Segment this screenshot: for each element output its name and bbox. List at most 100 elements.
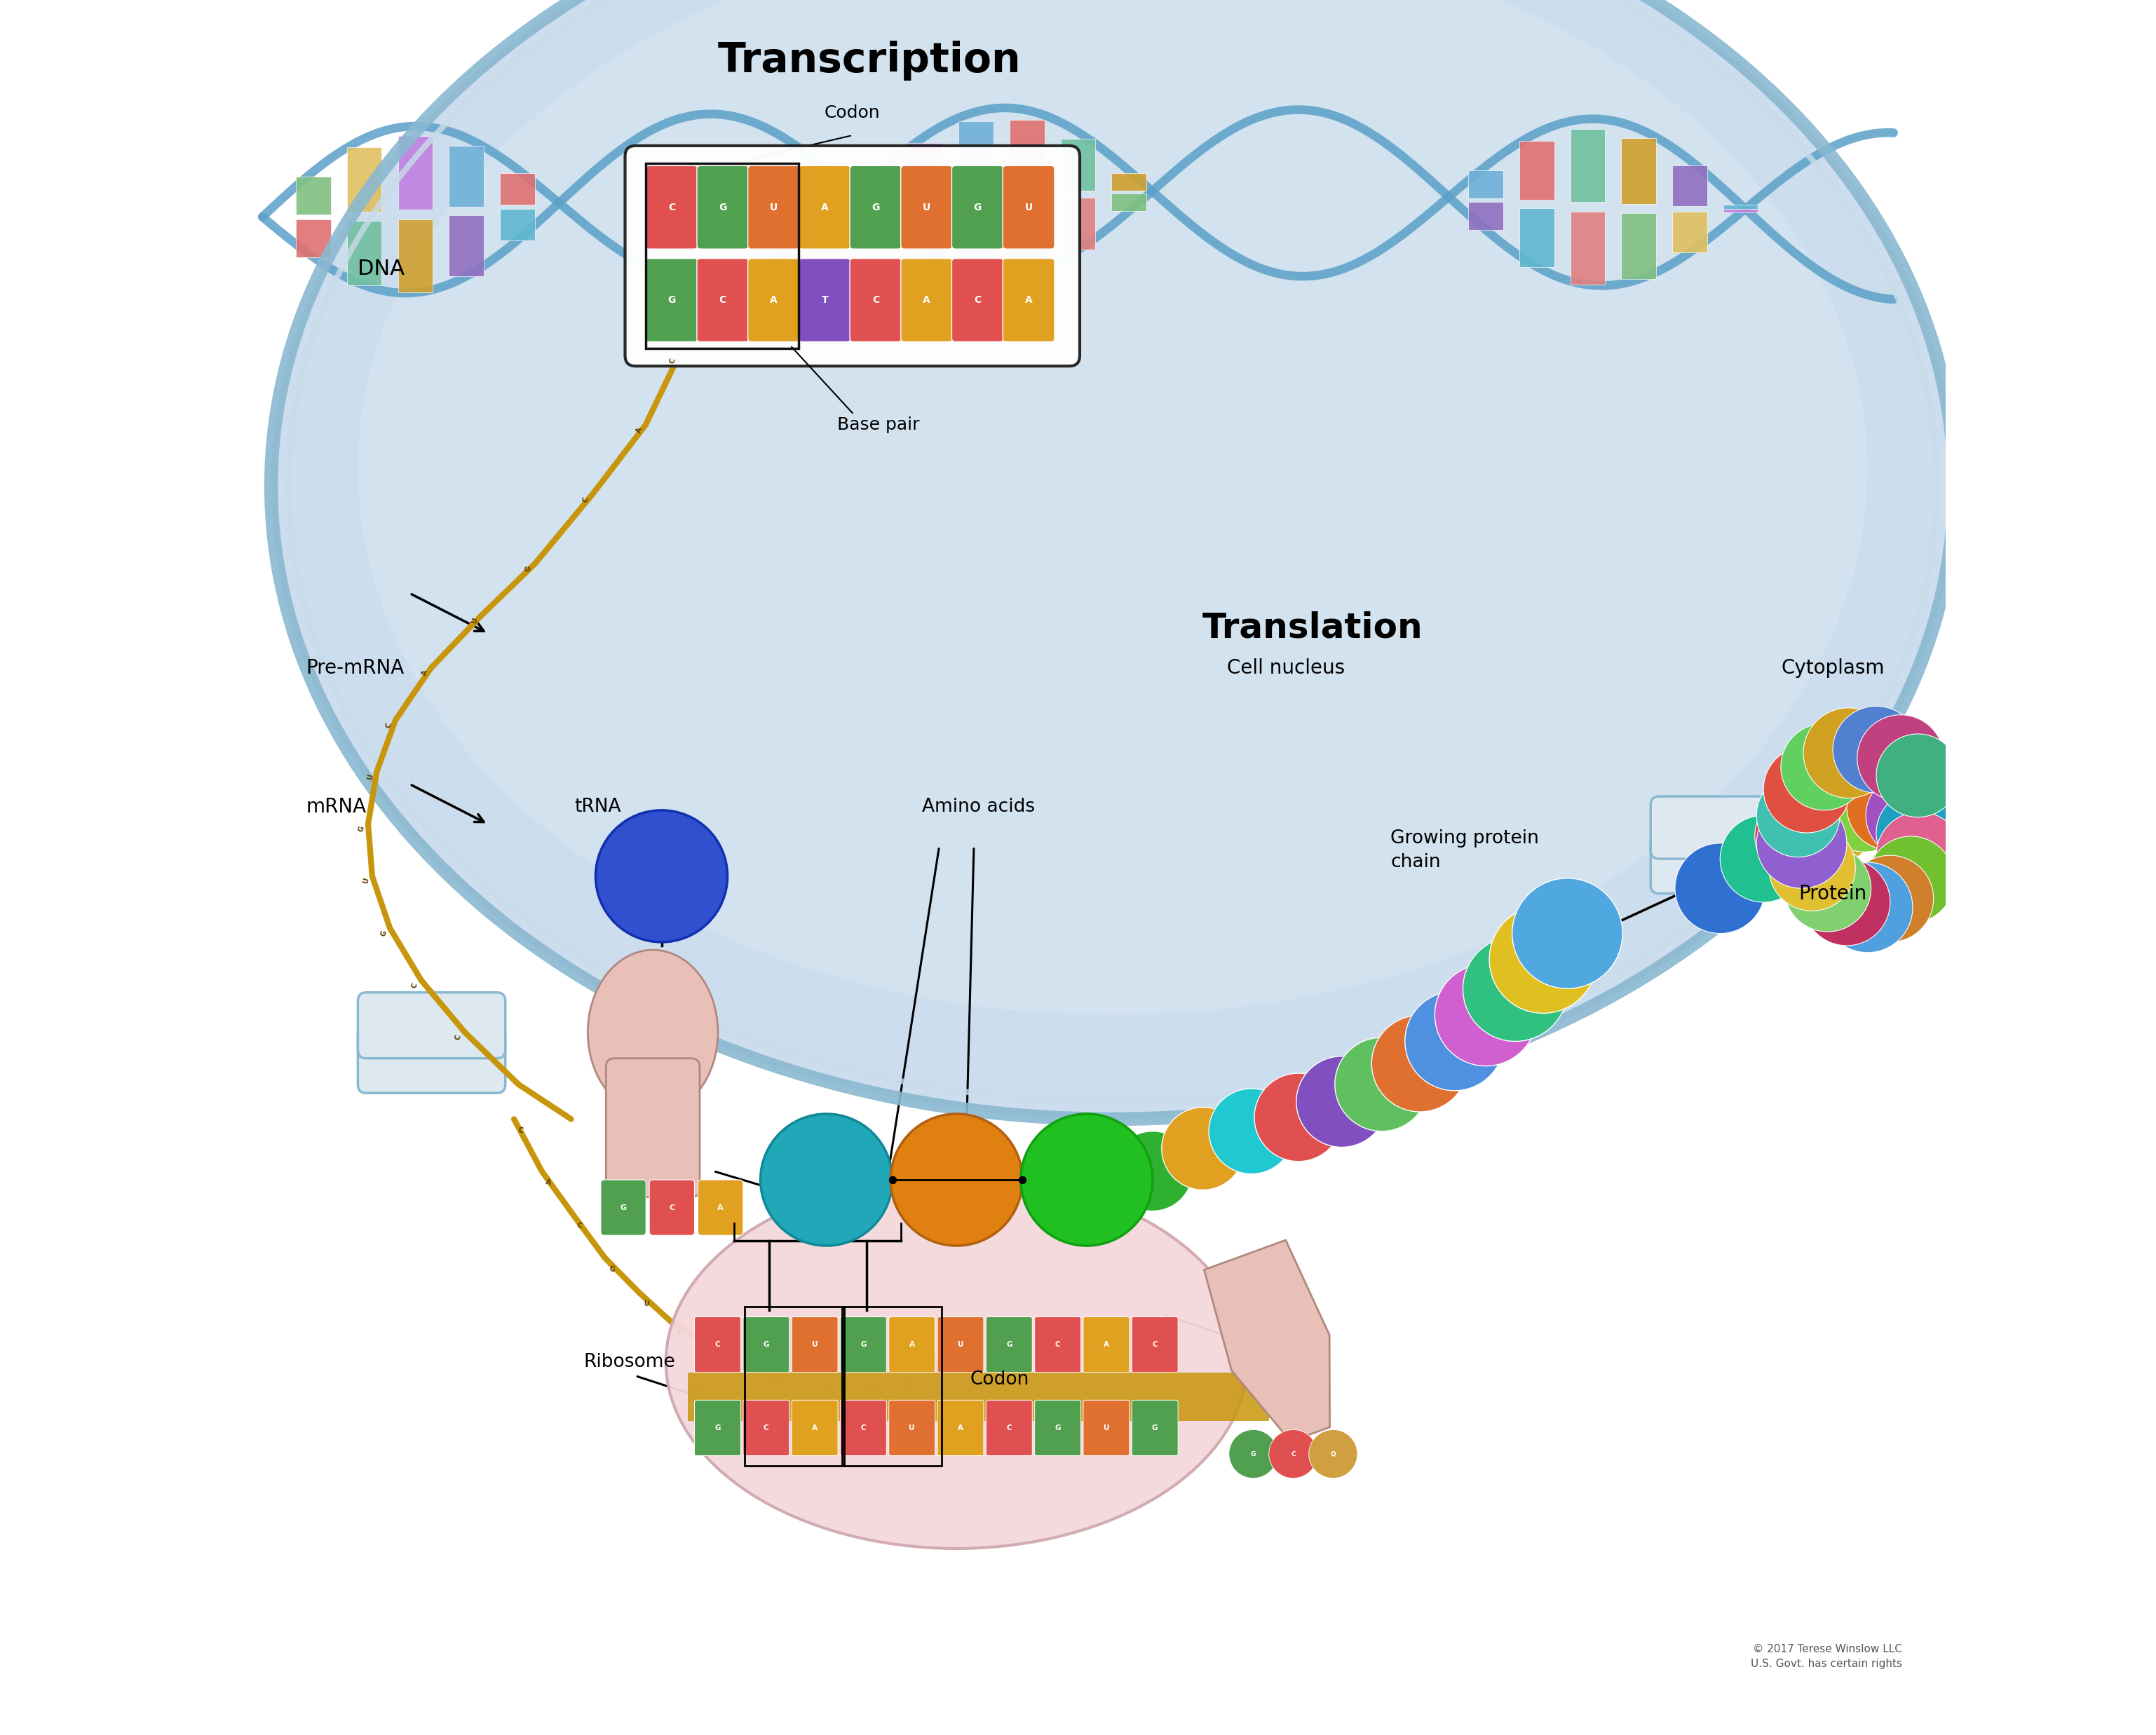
FancyBboxPatch shape xyxy=(791,1317,839,1372)
Circle shape xyxy=(1768,824,1856,911)
FancyBboxPatch shape xyxy=(694,1400,742,1456)
Circle shape xyxy=(1112,1131,1192,1211)
FancyBboxPatch shape xyxy=(951,259,1003,342)
Circle shape xyxy=(1309,1430,1358,1478)
Text: DNA: DNA xyxy=(358,259,405,279)
Circle shape xyxy=(890,1114,1022,1246)
Text: G: G xyxy=(869,1386,875,1395)
Ellipse shape xyxy=(358,0,1867,1015)
Text: Base pair: Base pair xyxy=(837,416,921,434)
FancyBboxPatch shape xyxy=(1035,1317,1080,1372)
Text: A: A xyxy=(813,1424,817,1431)
Text: C: C xyxy=(386,722,392,729)
Circle shape xyxy=(1406,991,1505,1091)
Text: G: G xyxy=(358,826,367,833)
Bar xyxy=(347,220,382,285)
Text: A: A xyxy=(420,670,429,677)
Text: U: U xyxy=(824,1386,830,1395)
FancyBboxPatch shape xyxy=(901,259,953,342)
Circle shape xyxy=(1511,878,1623,989)
Bar xyxy=(1468,170,1503,198)
Bar xyxy=(1112,174,1147,191)
Bar xyxy=(1520,208,1554,267)
Text: U: U xyxy=(367,774,375,781)
FancyBboxPatch shape xyxy=(841,1400,886,1456)
FancyBboxPatch shape xyxy=(1132,1317,1177,1372)
Circle shape xyxy=(1876,734,1960,817)
Circle shape xyxy=(1867,836,1953,923)
Bar xyxy=(1009,120,1044,191)
Text: G: G xyxy=(621,1204,627,1211)
Text: Ribosome: Ribosome xyxy=(584,1353,675,1371)
FancyBboxPatch shape xyxy=(1003,259,1054,342)
Text: G: G xyxy=(718,203,727,212)
Bar xyxy=(500,208,535,241)
FancyBboxPatch shape xyxy=(888,1317,936,1372)
Circle shape xyxy=(1162,1107,1244,1190)
Circle shape xyxy=(1876,812,1962,899)
Text: Codon: Codon xyxy=(970,1371,1031,1388)
Text: C: C xyxy=(1291,1450,1296,1457)
FancyBboxPatch shape xyxy=(938,1317,983,1372)
Circle shape xyxy=(1785,845,1871,932)
Bar xyxy=(843,1306,942,1466)
Text: G: G xyxy=(379,930,388,937)
Circle shape xyxy=(1787,774,1878,864)
Circle shape xyxy=(1802,859,1891,946)
FancyBboxPatch shape xyxy=(358,992,505,1058)
FancyBboxPatch shape xyxy=(1651,796,1789,859)
FancyBboxPatch shape xyxy=(694,1317,742,1372)
FancyBboxPatch shape xyxy=(841,1317,886,1372)
Bar xyxy=(856,179,890,193)
Text: C: C xyxy=(668,1204,675,1211)
Circle shape xyxy=(1802,708,1893,798)
FancyBboxPatch shape xyxy=(985,1317,1033,1372)
FancyBboxPatch shape xyxy=(699,1180,744,1235)
Text: C: C xyxy=(903,1381,910,1390)
Circle shape xyxy=(1335,1038,1429,1131)
Circle shape xyxy=(1781,723,1867,810)
Text: G: G xyxy=(524,566,533,573)
Bar xyxy=(959,121,994,191)
Text: Codon: Codon xyxy=(824,104,880,121)
Text: A: A xyxy=(1024,295,1033,305)
Text: Pre-mRNA: Pre-mRNA xyxy=(306,658,403,678)
Bar xyxy=(399,135,433,210)
FancyBboxPatch shape xyxy=(744,1317,789,1372)
Circle shape xyxy=(1848,763,1934,850)
FancyBboxPatch shape xyxy=(647,259,699,342)
Text: A: A xyxy=(770,295,778,305)
Text: C: C xyxy=(873,295,880,305)
FancyBboxPatch shape xyxy=(602,1180,647,1235)
Bar xyxy=(347,147,382,212)
Text: U: U xyxy=(813,1341,817,1348)
FancyBboxPatch shape xyxy=(748,259,800,342)
FancyBboxPatch shape xyxy=(358,1027,505,1093)
FancyBboxPatch shape xyxy=(951,165,1003,248)
Text: U: U xyxy=(1104,1424,1110,1431)
FancyBboxPatch shape xyxy=(985,1400,1033,1456)
Text: G: G xyxy=(1250,1450,1255,1457)
Text: C: C xyxy=(582,496,591,503)
Bar xyxy=(295,220,330,257)
Text: Cytoplasm: Cytoplasm xyxy=(1781,658,1884,678)
Text: Growing protein
chain: Growing protein chain xyxy=(1391,829,1539,871)
Circle shape xyxy=(1229,1430,1279,1478)
Circle shape xyxy=(1270,1430,1317,1478)
Text: G: G xyxy=(772,1378,778,1386)
Bar xyxy=(295,177,330,215)
Text: U: U xyxy=(910,1424,914,1431)
Text: A: A xyxy=(1104,1341,1108,1348)
Text: U: U xyxy=(362,878,371,885)
Text: A: A xyxy=(545,1178,552,1187)
Bar xyxy=(1621,137,1656,205)
Text: U: U xyxy=(923,203,931,212)
Bar xyxy=(1468,201,1503,231)
Text: U: U xyxy=(642,1300,649,1308)
Circle shape xyxy=(1820,765,1908,852)
Text: G: G xyxy=(1151,1424,1158,1431)
Text: A: A xyxy=(675,1329,681,1338)
FancyBboxPatch shape xyxy=(606,1058,701,1197)
FancyBboxPatch shape xyxy=(696,165,748,248)
Text: U: U xyxy=(1024,203,1033,212)
